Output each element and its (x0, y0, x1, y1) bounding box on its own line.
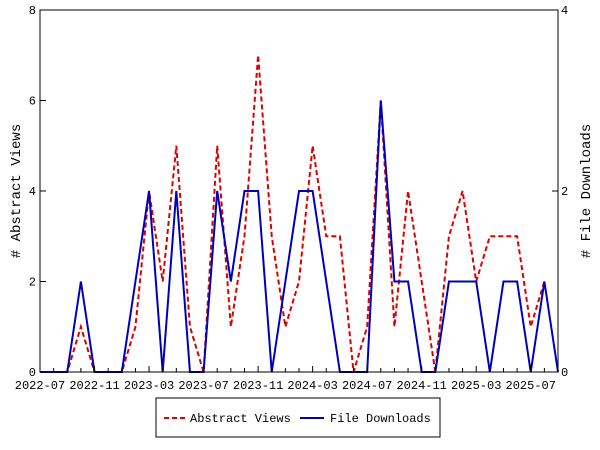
x-tick-label: 2025-07 (506, 379, 556, 393)
x-tick-label: 2022-07 (15, 379, 65, 393)
y-right-tick-label: 0 (561, 366, 568, 380)
x-tick-label: 2023-03 (124, 379, 174, 393)
y-tick-label: 4 (29, 185, 36, 199)
x-tick-label: 2022-11 (69, 379, 119, 393)
y-axis-label-left: # Abstract Views (9, 124, 25, 258)
series-line-abstract-views (40, 55, 546, 373)
x-tick-label: 2024-03 (287, 379, 337, 393)
x-tick-label: 2025-03 (451, 379, 501, 393)
y-tick-label: 2 (29, 276, 36, 290)
legend-label-file-downloads: File Downloads (330, 412, 431, 426)
legend-label-abstract-views: Abstract Views (190, 412, 291, 426)
y-axis-label-right: # File Downloads (579, 124, 595, 258)
y-tick-label: 6 (29, 95, 36, 109)
legend: Abstract Views File Downloads (155, 397, 441, 438)
x-tick-label: 2023-07 (178, 379, 228, 393)
y-tick-label: 8 (29, 4, 36, 18)
y-tick-label: 0 (29, 366, 36, 380)
y-right-tick-label: 2 (561, 185, 568, 199)
x-tick-label: 2024-11 (396, 379, 446, 393)
x-tick-label: 2023-11 (233, 379, 283, 393)
series-line-file-downloads (40, 100, 559, 373)
x-tick-label: 2024-07 (342, 379, 392, 393)
y-right-tick-label: 4 (561, 4, 568, 18)
